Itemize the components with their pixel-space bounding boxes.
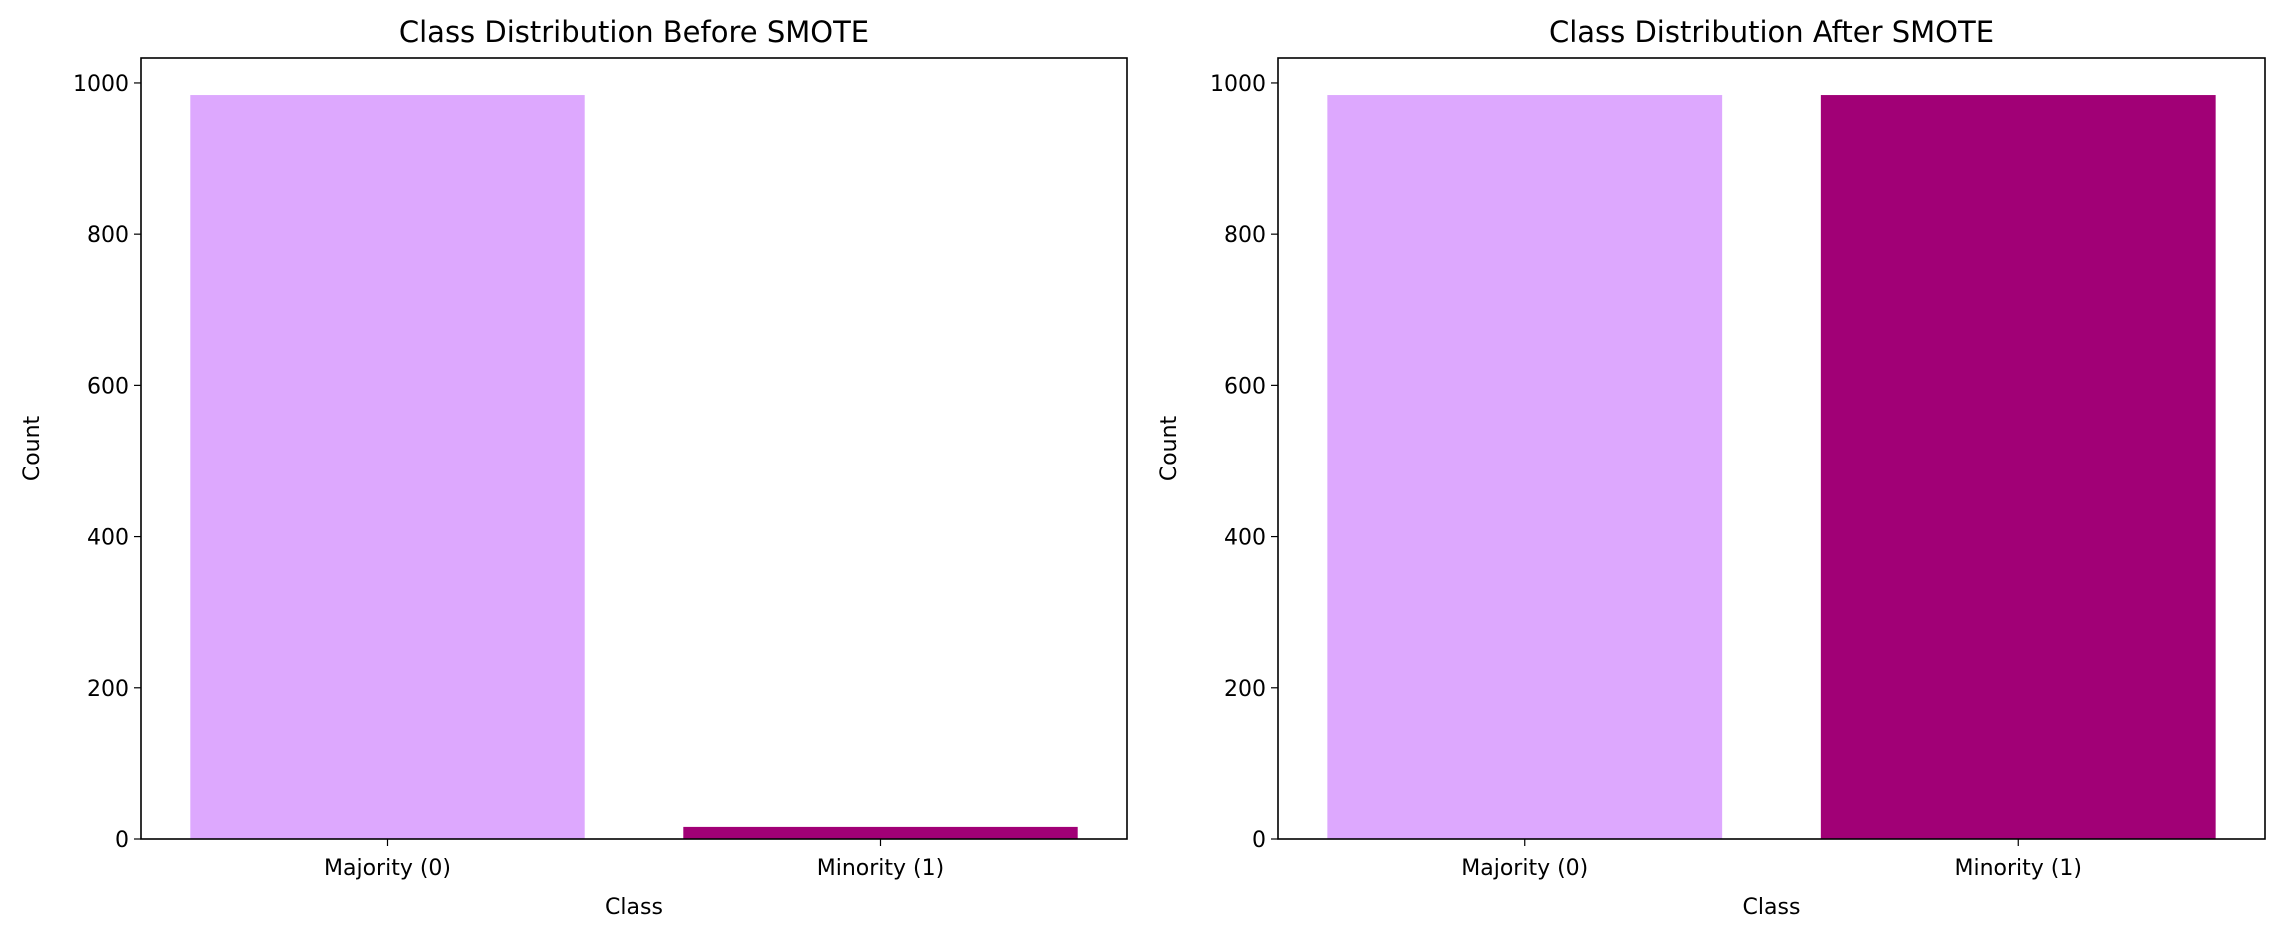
axes-frame bbox=[1277, 57, 2266, 840]
x-axis-label: Class bbox=[605, 895, 663, 920]
y-tick-label: 1000 bbox=[1210, 72, 1266, 97]
axes-frame bbox=[140, 57, 1128, 840]
y-tick-label: 400 bbox=[87, 526, 129, 551]
y-axis-label: Count bbox=[1157, 415, 1182, 481]
y-tick-label: 200 bbox=[87, 677, 129, 702]
y-tick-label: 400 bbox=[1224, 526, 1266, 551]
x-tick-label: Majority (0) bbox=[1461, 856, 1588, 881]
y-tick-label: 0 bbox=[1252, 828, 1266, 853]
bar-majority-0 bbox=[190, 95, 585, 840]
chart-panel-1: Majority (0) Minority (1) 0 200 400 600 800 100… bbox=[20, 15, 1128, 920]
y-tick-label: 600 bbox=[87, 374, 129, 399]
x-tick-label: Majority (0) bbox=[324, 856, 451, 881]
y-tick-label: 600 bbox=[1224, 374, 1266, 399]
x-axis-label: Class bbox=[1743, 895, 1801, 920]
bar-minority-1 bbox=[683, 826, 1078, 839]
x-tick-label: Minority (1) bbox=[817, 856, 944, 881]
y-tick-label: 1000 bbox=[73, 72, 129, 97]
chart-title: Class Distribution After SMOTE bbox=[1549, 15, 1994, 49]
chart-title: Class Distribution Before SMOTE bbox=[399, 15, 869, 49]
chart-panel-2: Majority (0) Minority (1) 0 200 400 600 800 100… bbox=[1157, 15, 2266, 920]
y-tick-label: 800 bbox=[1224, 223, 1266, 248]
bar-minority-1 bbox=[1820, 95, 2216, 840]
y-tick-label: 800 bbox=[87, 223, 129, 248]
x-tick-label: Minority (1) bbox=[1955, 856, 2082, 881]
bar-majority-0 bbox=[1327, 95, 1723, 840]
y-axis-label: Count bbox=[20, 415, 45, 481]
y-tick-label: 0 bbox=[115, 828, 129, 853]
y-tick-label: 200 bbox=[1224, 677, 1266, 702]
